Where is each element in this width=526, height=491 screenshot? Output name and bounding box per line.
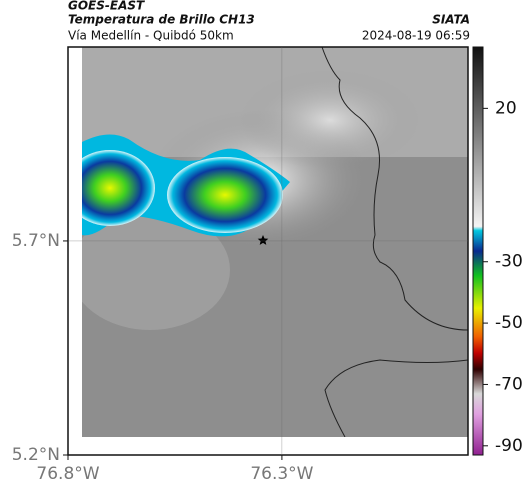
region: Vía Medellín - Quibdó 50km bbox=[68, 29, 234, 43]
colorbar-tick-label: -90 bbox=[495, 436, 523, 456]
colorbar-tick-label: -70 bbox=[495, 374, 523, 394]
colorbar-tick-label: -30 bbox=[495, 252, 523, 272]
location-marker bbox=[257, 235, 269, 245]
x-tick-label: 76.3°W bbox=[250, 464, 313, 484]
satellite-image bbox=[82, 47, 468, 437]
map-frame bbox=[67, 46, 469, 456]
datetime: 2024-08-19 06:59 bbox=[362, 29, 470, 43]
header: GOES-EAST Temperatura de Brillo CH13 SIA… bbox=[68, 0, 470, 43]
colorbar bbox=[472, 46, 484, 456]
colorbar-tick-label: -50 bbox=[495, 313, 523, 333]
y-tick-label: 5.7°N bbox=[12, 231, 60, 251]
subtitle: Temperatura de Brillo CH13 bbox=[68, 13, 255, 27]
colorbar-tick-label: 20 bbox=[495, 98, 517, 118]
source: SIATA bbox=[432, 13, 470, 27]
y-tick-label: 5.2°N bbox=[12, 445, 60, 465]
title: GOES-EAST bbox=[68, 0, 145, 13]
x-tick-label: 76.8°W bbox=[36, 464, 99, 484]
